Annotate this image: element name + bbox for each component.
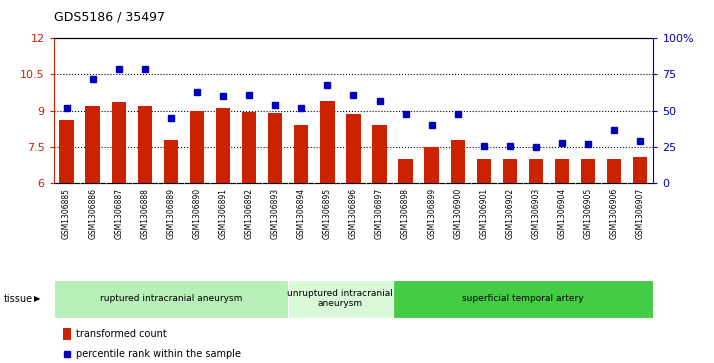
- Text: GSM1306894: GSM1306894: [297, 188, 306, 239]
- Bar: [63, 328, 71, 340]
- Bar: [503, 159, 517, 183]
- Text: GSM1306888: GSM1306888: [141, 188, 149, 239]
- Text: superficial temporal artery: superficial temporal artery: [462, 294, 584, 303]
- Text: GSM1306885: GSM1306885: [62, 188, 71, 239]
- Bar: [242, 112, 256, 183]
- Text: GSM1306899: GSM1306899: [427, 188, 436, 239]
- Bar: [398, 159, 413, 183]
- Bar: [190, 111, 204, 183]
- Text: GSM1306891: GSM1306891: [218, 188, 228, 239]
- Text: GSM1306897: GSM1306897: [375, 188, 384, 239]
- Text: GSM1306907: GSM1306907: [635, 188, 645, 239]
- Text: GSM1306890: GSM1306890: [193, 188, 201, 239]
- Text: GSM1306903: GSM1306903: [531, 188, 540, 239]
- Bar: [268, 113, 282, 183]
- Text: GSM1306904: GSM1306904: [558, 188, 566, 239]
- Text: GSM1306892: GSM1306892: [245, 188, 253, 239]
- Bar: [451, 140, 465, 183]
- Bar: [164, 140, 178, 183]
- Text: GSM1306906: GSM1306906: [610, 188, 619, 239]
- Bar: [425, 147, 439, 183]
- Bar: [86, 106, 100, 183]
- Bar: [294, 125, 308, 183]
- Text: GSM1306898: GSM1306898: [401, 188, 410, 239]
- Bar: [633, 157, 648, 183]
- Text: GSM1306901: GSM1306901: [479, 188, 488, 239]
- Text: GSM1306902: GSM1306902: [506, 188, 514, 239]
- Text: tissue: tissue: [4, 294, 33, 303]
- Text: GSM1306905: GSM1306905: [583, 188, 593, 239]
- Bar: [477, 159, 491, 183]
- Bar: [393, 280, 653, 318]
- Text: GSM1306900: GSM1306900: [453, 188, 462, 239]
- Bar: [54, 280, 288, 318]
- Text: ruptured intracranial aneurysm: ruptured intracranial aneurysm: [100, 294, 242, 303]
- Bar: [111, 102, 126, 183]
- Bar: [607, 159, 621, 183]
- Bar: [138, 106, 152, 183]
- Text: ▶: ▶: [34, 294, 41, 303]
- Text: GSM1306887: GSM1306887: [114, 188, 124, 239]
- Text: GSM1306886: GSM1306886: [88, 188, 97, 239]
- Text: unruptured intracranial
aneurysm: unruptured intracranial aneurysm: [288, 289, 393, 308]
- Bar: [320, 101, 335, 183]
- Bar: [346, 114, 361, 183]
- Bar: [529, 159, 543, 183]
- Text: percentile rank within the sample: percentile rank within the sample: [76, 349, 241, 359]
- Text: GSM1306896: GSM1306896: [349, 188, 358, 239]
- Bar: [216, 108, 230, 183]
- Bar: [581, 159, 595, 183]
- Bar: [59, 121, 74, 183]
- Text: GSM1306889: GSM1306889: [166, 188, 176, 239]
- Bar: [288, 280, 393, 318]
- Text: GSM1306895: GSM1306895: [323, 188, 332, 239]
- Bar: [555, 159, 569, 183]
- Text: transformed count: transformed count: [76, 329, 166, 339]
- Bar: [372, 125, 387, 183]
- Text: GDS5186 / 35497: GDS5186 / 35497: [54, 11, 164, 24]
- Text: GSM1306893: GSM1306893: [271, 188, 280, 239]
